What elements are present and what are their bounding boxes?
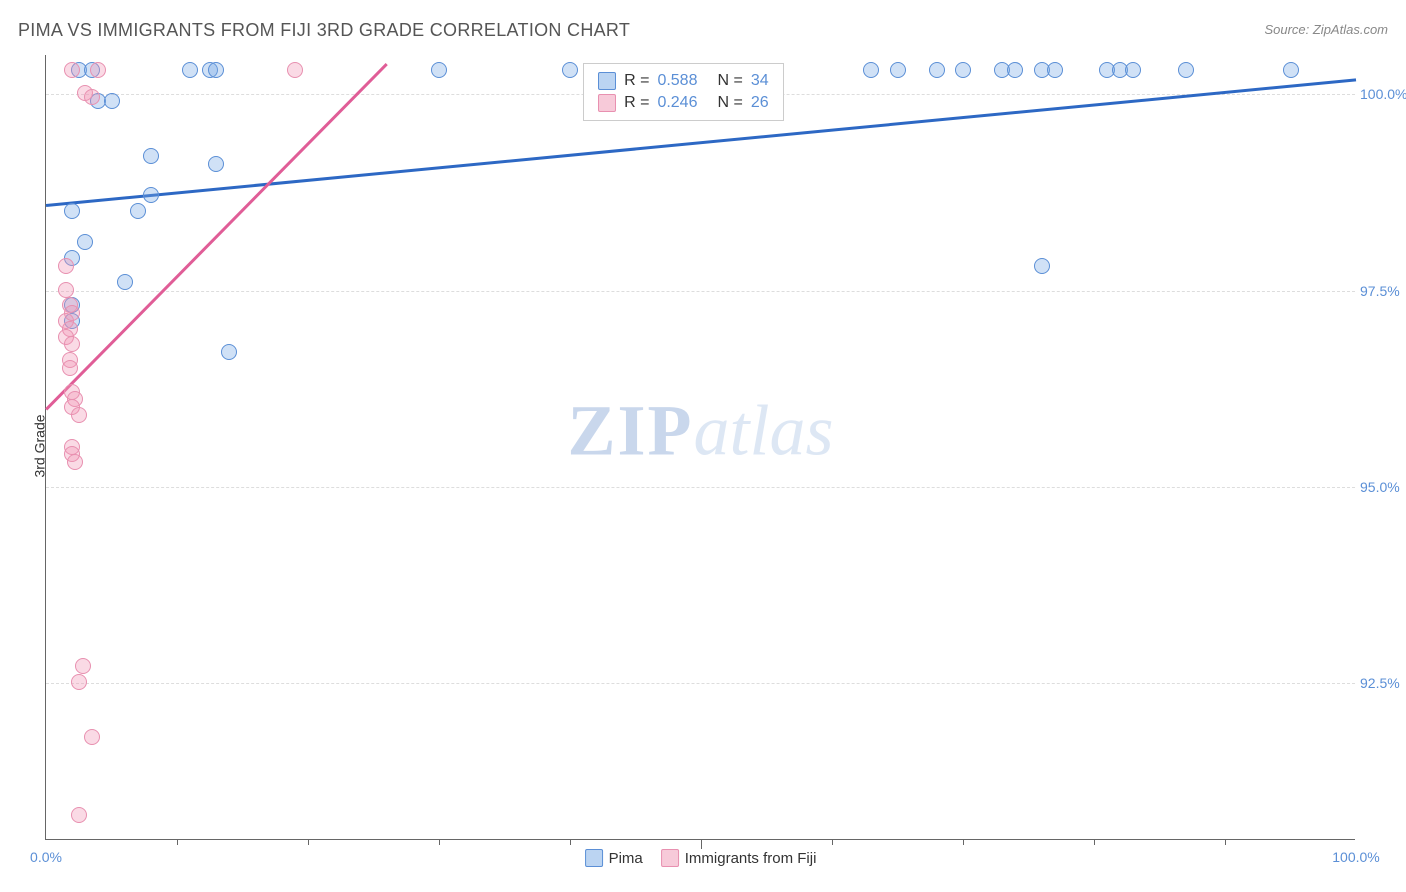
x-tick [308,839,309,845]
scatter-point [221,344,237,360]
scatter-point [182,62,198,78]
scatter-point [208,156,224,172]
watermark: ZIPatlas [567,390,833,473]
scatter-point [1007,62,1023,78]
stats-n-value: 34 [751,72,769,90]
scatter-point [130,203,146,219]
x-tick [832,839,833,845]
chart-header: PIMA VS IMMIGRANTS FROM FIJI 3RD GRADE C… [18,20,1388,50]
scatter-point [84,89,100,105]
legend-label: Pima [609,850,643,867]
scatter-point [71,807,87,823]
scatter-point [890,62,906,78]
y-tick-label: 97.5% [1360,283,1406,299]
scatter-point [955,62,971,78]
stats-r-value: 0.246 [657,94,697,112]
scatter-point [929,62,945,78]
legend-item: Immigrants from Fiji [661,849,817,867]
legend-label: Immigrants from Fiji [685,850,817,867]
stats-r-label: R = [624,72,649,90]
scatter-point [1178,62,1194,78]
scatter-point [562,62,578,78]
scatter-point [75,658,91,674]
gridline [46,683,1355,684]
chart-title: PIMA VS IMMIGRANTS FROM FIJI 3RD GRADE C… [18,20,630,40]
y-tick-label: 95.0% [1360,479,1406,495]
legend-swatch [598,72,616,90]
x-tick [570,839,571,845]
scatter-point [287,62,303,78]
scatter-point [71,674,87,690]
gridline [46,291,1355,292]
scatter-point [143,148,159,164]
scatter-point [1034,258,1050,274]
scatter-point [863,62,879,78]
legend-swatch [598,94,616,112]
scatter-point [71,407,87,423]
scatter-point [64,203,80,219]
scatter-point [77,234,93,250]
trendline [45,63,387,410]
scatter-point [143,187,159,203]
scatter-point [117,274,133,290]
x-tick [1225,839,1226,845]
stats-n-label: N = [717,94,742,112]
x-tick [439,839,440,845]
gridline [46,487,1355,488]
scatter-point [90,62,106,78]
chart-plot-area: ZIPatlas 100.0%97.5%95.0%92.5%0.0%100.0%… [45,55,1355,840]
scatter-point [431,62,447,78]
x-tick [963,839,964,845]
x-tick [177,839,178,845]
x-tick-major [701,839,702,849]
scatter-point [208,62,224,78]
chart-source: Source: ZipAtlas.com [1264,22,1388,37]
scatter-point [1283,62,1299,78]
stats-row: R = 0.246 N = 26 [598,92,769,114]
scatter-point [64,62,80,78]
stats-r-label: R = [624,94,649,112]
scatter-point [62,360,78,376]
stats-r-value: 0.588 [657,72,697,90]
scatter-point [84,729,100,745]
y-tick-label: 92.5% [1360,675,1406,691]
x-tick [1094,839,1095,845]
legend-swatch [661,849,679,867]
scatter-point [58,282,74,298]
scatter-point [67,454,83,470]
legend-item: Pima [585,849,643,867]
x-tick-label: 0.0% [30,849,62,865]
scatter-point [1047,62,1063,78]
scatter-point [64,305,80,321]
stats-n-value: 26 [751,94,769,112]
x-tick-label: 100.0% [1332,849,1379,865]
stats-n-label: N = [717,72,742,90]
scatter-point [104,93,120,109]
scatter-point [58,258,74,274]
scatter-point [64,336,80,352]
y-tick-label: 100.0% [1360,86,1406,102]
correlation-stats-box: R = 0.588 N = 34 R = 0.246 N = 26 [583,63,784,121]
legend-swatch [585,849,603,867]
chart-legend: Pima Immigrants from Fiji [585,849,817,867]
stats-row: R = 0.588 N = 34 [598,70,769,92]
scatter-point [1125,62,1141,78]
